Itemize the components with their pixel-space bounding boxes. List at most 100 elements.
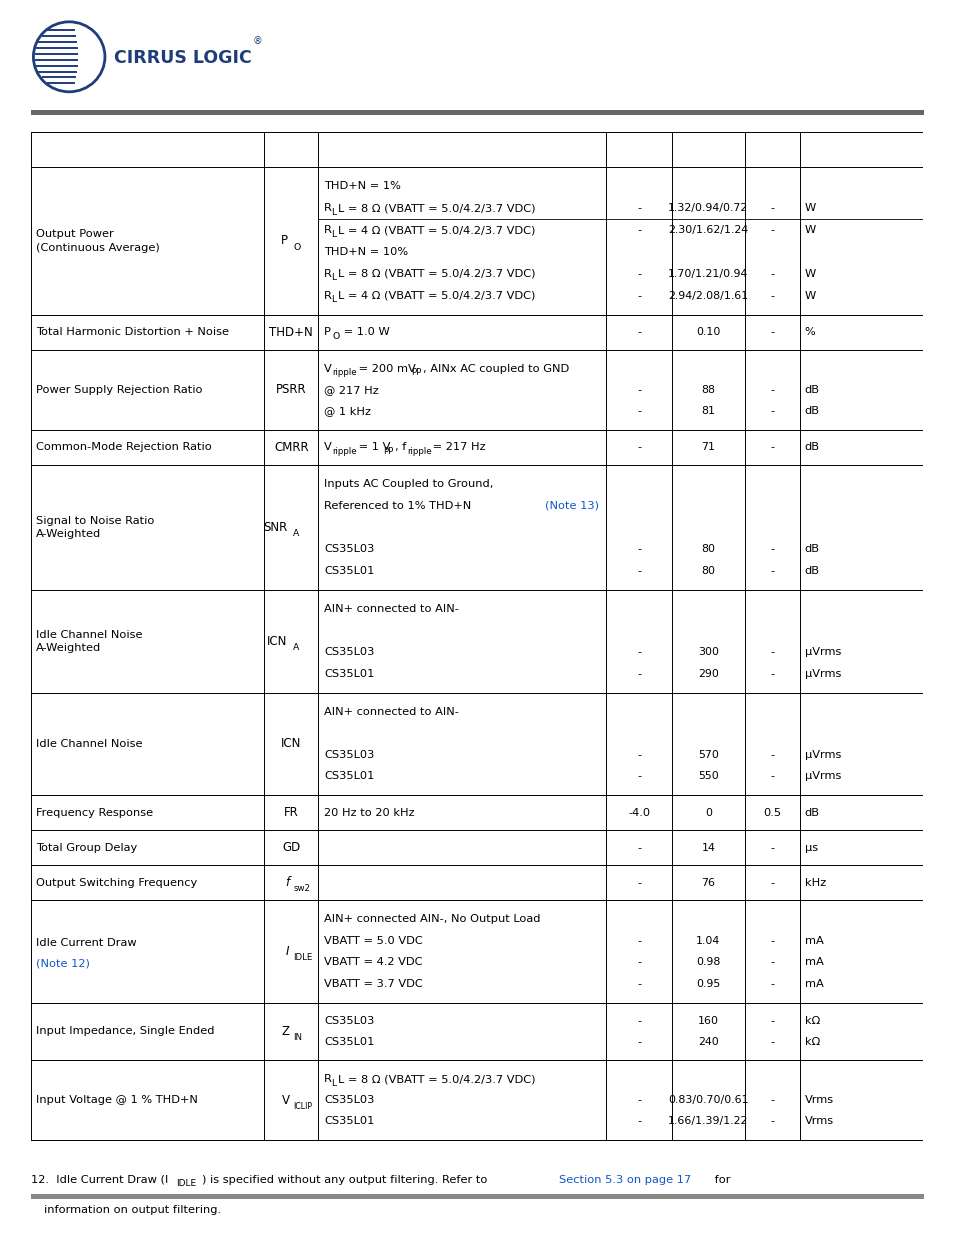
Text: L = 8 Ω (VBATT = 5.0/4.2/3.7 VDC): L = 8 Ω (VBATT = 5.0/4.2/3.7 VDC) bbox=[337, 269, 535, 279]
Text: 20 Hz to 20 kHz: 20 Hz to 20 kHz bbox=[324, 808, 415, 818]
Text: dB: dB bbox=[804, 566, 819, 576]
Text: Output Switching Frequency: Output Switching Frequency bbox=[36, 878, 197, 888]
Text: V: V bbox=[281, 1094, 289, 1107]
Text: dB: dB bbox=[804, 385, 819, 395]
Text: -: - bbox=[770, 566, 774, 576]
Text: Vrms: Vrms bbox=[804, 1095, 833, 1105]
Text: μs: μs bbox=[804, 842, 817, 852]
Text: W: W bbox=[804, 290, 815, 300]
Text: -: - bbox=[770, 327, 774, 337]
Text: dB: dB bbox=[804, 808, 819, 818]
Text: -: - bbox=[770, 290, 774, 300]
Text: -: - bbox=[637, 979, 640, 989]
Text: Idle Current Draw: Idle Current Draw bbox=[36, 939, 136, 948]
Text: mA: mA bbox=[804, 936, 822, 946]
Text: -: - bbox=[637, 842, 640, 852]
Text: P: P bbox=[280, 235, 288, 247]
Text: R: R bbox=[324, 1074, 332, 1084]
Text: Input Voltage @ 1 % THD+N: Input Voltage @ 1 % THD+N bbox=[36, 1095, 197, 1105]
Text: f: f bbox=[285, 876, 289, 889]
Text: -: - bbox=[637, 772, 640, 782]
Text: R: R bbox=[324, 269, 332, 279]
Text: dB: dB bbox=[804, 442, 819, 452]
Text: 240: 240 bbox=[698, 1036, 718, 1047]
Text: kHz: kHz bbox=[804, 878, 825, 888]
Text: AIN+ connected AIN-, No Output Load: AIN+ connected AIN-, No Output Load bbox=[324, 914, 540, 924]
Text: -: - bbox=[637, 406, 640, 416]
Text: CIRRUS LOGIC: CIRRUS LOGIC bbox=[113, 49, 251, 67]
Text: Total Harmonic Distortion + Noise: Total Harmonic Distortion + Noise bbox=[36, 327, 229, 337]
Text: %: % bbox=[804, 327, 815, 337]
Text: 0: 0 bbox=[704, 808, 711, 818]
Text: -: - bbox=[637, 442, 640, 452]
Text: Idle Channel Noise: Idle Channel Noise bbox=[36, 739, 142, 748]
Text: -: - bbox=[637, 878, 640, 888]
Text: @ 217 Hz: @ 217 Hz bbox=[324, 385, 378, 395]
Text: Inputs AC Coupled to Ground,: Inputs AC Coupled to Ground, bbox=[324, 479, 493, 489]
Text: Referenced to 1% THD+N: Referenced to 1% THD+N bbox=[324, 500, 471, 510]
Text: L = 8 Ω (VBATT = 5.0/4.2/3.7 VDC): L = 8 Ω (VBATT = 5.0/4.2/3.7 VDC) bbox=[337, 1074, 535, 1084]
Text: -: - bbox=[770, 545, 774, 555]
Text: 0.98: 0.98 bbox=[696, 957, 720, 967]
Text: CS35L03: CS35L03 bbox=[324, 647, 375, 657]
Text: -: - bbox=[770, 878, 774, 888]
Text: SNR: SNR bbox=[263, 521, 288, 534]
Text: L = 8 Ω (VBATT = 5.0/4.2/3.7 VDC): L = 8 Ω (VBATT = 5.0/4.2/3.7 VDC) bbox=[337, 203, 535, 214]
Text: PSRR: PSRR bbox=[275, 383, 306, 396]
Text: ®: ® bbox=[252, 36, 262, 47]
Text: -: - bbox=[770, 406, 774, 416]
Text: (Note 12): (Note 12) bbox=[36, 958, 90, 968]
Text: dB: dB bbox=[804, 406, 819, 416]
Text: A: A bbox=[293, 643, 299, 652]
Text: , f: , f bbox=[395, 442, 406, 452]
Text: , AINx AC coupled to GND: , AINx AC coupled to GND bbox=[422, 363, 568, 374]
Text: -: - bbox=[637, 1095, 640, 1105]
Text: -: - bbox=[637, 1116, 640, 1126]
Text: CS35L01: CS35L01 bbox=[324, 1116, 375, 1126]
Text: μVrms: μVrms bbox=[804, 750, 841, 760]
Text: VBATT = 3.7 VDC: VBATT = 3.7 VDC bbox=[324, 979, 422, 989]
Text: -: - bbox=[770, 936, 774, 946]
Text: -: - bbox=[770, 668, 774, 679]
Text: Section 5.3 on page 17: Section 5.3 on page 17 bbox=[558, 1174, 691, 1184]
Text: PP: PP bbox=[383, 447, 393, 456]
Text: -: - bbox=[637, 566, 640, 576]
Text: -: - bbox=[637, 957, 640, 967]
Text: AIN+ connected to AIN-: AIN+ connected to AIN- bbox=[324, 706, 458, 716]
Text: 76: 76 bbox=[700, 878, 715, 888]
Text: V: V bbox=[324, 442, 332, 452]
Text: -: - bbox=[770, 647, 774, 657]
Text: = 217 Hz: = 217 Hz bbox=[428, 442, 485, 452]
Text: Signal to Noise Ratio: Signal to Noise Ratio bbox=[36, 516, 154, 526]
Text: V: V bbox=[324, 363, 332, 374]
Text: -: - bbox=[770, 772, 774, 782]
Text: 1.04: 1.04 bbox=[696, 936, 720, 946]
Text: -: - bbox=[770, 385, 774, 395]
Text: 71: 71 bbox=[700, 442, 715, 452]
Text: @ 1 kHz: @ 1 kHz bbox=[324, 406, 371, 416]
Text: kΩ: kΩ bbox=[804, 1036, 819, 1047]
Text: -: - bbox=[770, 957, 774, 967]
Text: -: - bbox=[637, 385, 640, 395]
Text: A: A bbox=[293, 529, 299, 538]
Text: L = 4 Ω (VBATT = 5.0/4.2/3.7 VDC): L = 4 Ω (VBATT = 5.0/4.2/3.7 VDC) bbox=[337, 290, 535, 300]
Text: 14: 14 bbox=[700, 842, 715, 852]
Text: -: - bbox=[637, 327, 640, 337]
Text: CS35L03: CS35L03 bbox=[324, 1095, 375, 1105]
Text: ripple: ripple bbox=[332, 447, 356, 456]
Text: 80: 80 bbox=[700, 545, 715, 555]
Text: -: - bbox=[637, 290, 640, 300]
Text: -: - bbox=[770, 842, 774, 852]
Text: GD: GD bbox=[282, 841, 300, 855]
Text: -: - bbox=[637, 668, 640, 679]
Text: -: - bbox=[637, 545, 640, 555]
Text: CMRR: CMRR bbox=[274, 441, 308, 453]
Text: -: - bbox=[770, 442, 774, 452]
Text: CS35L01: CS35L01 bbox=[324, 566, 375, 576]
Text: Frequency Response: Frequency Response bbox=[36, 808, 152, 818]
Text: CS35L01: CS35L01 bbox=[324, 772, 375, 782]
Text: 1.32/0.94/0.72: 1.32/0.94/0.72 bbox=[667, 203, 747, 214]
Text: THD+N = 10%: THD+N = 10% bbox=[324, 247, 408, 257]
Text: Z: Z bbox=[281, 1025, 289, 1037]
Text: Total Group Delay: Total Group Delay bbox=[36, 842, 137, 852]
